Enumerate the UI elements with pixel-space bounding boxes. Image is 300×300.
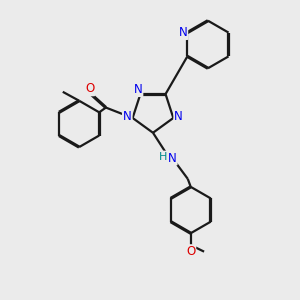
Text: O: O [186,245,195,258]
Text: N: N [178,26,187,39]
Text: N: N [134,83,142,96]
Text: N: N [174,110,183,123]
Text: O: O [85,82,94,95]
Text: H: H [159,152,167,161]
Text: N: N [123,110,132,123]
Text: N: N [168,152,177,164]
